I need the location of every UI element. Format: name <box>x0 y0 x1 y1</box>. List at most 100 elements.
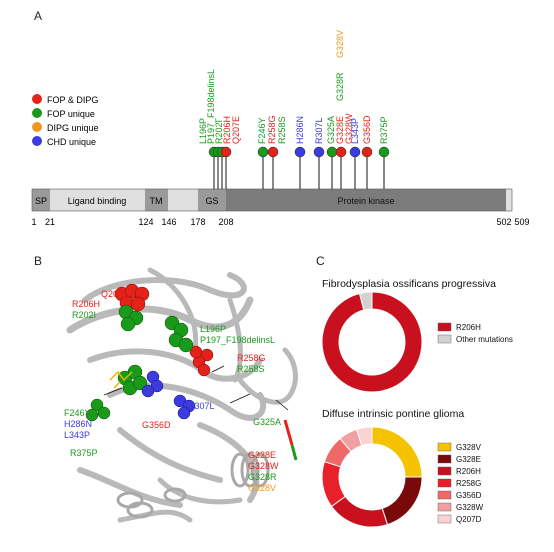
mutation-label: G325A <box>326 116 336 144</box>
mutation-head-r307l <box>313 146 325 158</box>
mutation-head-g356d <box>361 146 373 158</box>
domain-label-sp: SP <box>35 196 47 206</box>
mutation-label: R258S <box>277 116 287 144</box>
legend-label-fop-unique: FOP unique <box>47 109 95 119</box>
domain-label-protein-kinase: Protein kinase <box>337 196 394 206</box>
tick-label: 509 <box>514 217 529 227</box>
legend-swatch-fop-unique <box>32 108 42 118</box>
mutation-head-g328 <box>335 146 347 158</box>
dipg-legend-label: R206H <box>456 467 481 476</box>
structure-label: R258S <box>237 364 265 374</box>
fop-slice-r206h <box>321 291 423 393</box>
dipg-legend-swatch <box>437 466 452 476</box>
mutation-heads <box>208 146 390 158</box>
mutation-label: G328R <box>335 72 345 101</box>
mutation-label: R307L <box>314 117 324 144</box>
structure-label: R375P <box>70 448 98 458</box>
tick-label: 1 <box>31 217 36 227</box>
mutation-lollipops <box>213 152 385 189</box>
mutation-head-h286n <box>294 146 306 158</box>
panel-c-label: C <box>316 254 325 268</box>
mutation-label: H286N <box>295 116 305 144</box>
structure-label: P197_F198delinsL <box>200 335 275 345</box>
mutation-label: G328E <box>335 116 345 144</box>
tick-label: 146 <box>161 217 176 227</box>
mutation-label: G328V <box>335 30 345 58</box>
domain-protein-kinase <box>226 189 506 211</box>
mutation-label: R206H <box>222 116 232 144</box>
dipg-legend-swatch <box>437 502 452 512</box>
domain-gs <box>198 189 226 211</box>
legend: FOP & DIPG FOP unique DIPG unique CHD un… <box>32 94 99 147</box>
structure-label: L196P <box>200 324 226 334</box>
structure-label: L343P <box>64 430 90 440</box>
domain-c-term <box>506 189 512 211</box>
fop-donut-chart <box>321 291 423 393</box>
domain-ligand-binding <box>50 189 145 211</box>
fop-slice-other-mutations <box>358 291 373 311</box>
fop-legend-swatch <box>437 334 452 344</box>
tick-label: 124 <box>138 217 153 227</box>
dipg-legend-swatch <box>437 490 452 500</box>
structure-label: G356D <box>142 420 171 430</box>
position-ticks: 1 21 124 146 178 208 502 509 <box>31 217 529 227</box>
structure-label: R307L <box>188 401 215 411</box>
dipg-slice-r206h <box>330 495 389 528</box>
structure-label: F246Y <box>64 408 91 418</box>
mutation-head-r258g <box>267 146 279 158</box>
fop-legend-swatch <box>437 322 452 332</box>
tick-label: 178 <box>190 217 205 227</box>
dipg-slice-g328e <box>381 476 423 526</box>
structure-label: G325A <box>253 417 281 427</box>
mutation-label: G328W <box>344 113 354 144</box>
mutation-head-r375p <box>378 146 390 158</box>
mutation-head-f246y <box>257 146 269 158</box>
domain-label-tm: TM <box>150 196 163 206</box>
structure-label: R258G <box>237 353 266 363</box>
mutation-labels: L196P P197_F198delinsL R202I R206H Q207E… <box>198 30 389 144</box>
structure-label: H286N <box>64 419 92 429</box>
dipg-legend-label: Q207D <box>456 515 482 524</box>
legend-swatch-dipg-unique <box>32 122 42 132</box>
mutation-head-g325a <box>326 146 338 158</box>
legend-swatch-chd-unique <box>32 136 42 146</box>
legend-label-fop-dipg: FOP & DIPG <box>47 95 98 105</box>
dipg-slice-q207d <box>355 426 373 447</box>
dipg-legend-label: G356D <box>456 491 482 500</box>
mutation-label: Q207E <box>231 116 241 144</box>
mutation-label: G356D <box>362 115 372 144</box>
domain-bar-outline <box>31 188 513 212</box>
mutation-label: F246Y <box>257 117 267 144</box>
domain-linker <box>168 189 198 211</box>
structure-label: G328V <box>248 483 276 493</box>
fop-legend-label: R206H <box>456 323 481 332</box>
mutation-label: R202I <box>214 120 224 144</box>
dipg-legend-swatch <box>437 478 452 488</box>
domain-sp <box>32 189 50 211</box>
fop-chart-title: Fibrodysplasia ossificans progressiva <box>322 278 496 290</box>
fop-legend-label: Other mutations <box>456 335 513 344</box>
tick-label: 21 <box>45 217 55 227</box>
dipg-legend-label: R258G <box>456 479 481 488</box>
tick-label: 502 <box>496 217 511 227</box>
protein-domain-bar: SP Ligand binding TM GS Protein kinase <box>31 188 513 212</box>
mutation-label: L343P <box>350 118 360 144</box>
dipg-legend-swatch <box>437 442 452 452</box>
dipg-legend-label: G328V <box>456 443 482 452</box>
panel-a-label: A <box>34 9 42 23</box>
tick-label: 208 <box>218 217 233 227</box>
domain-label-ligand-binding: Ligand binding <box>68 196 127 206</box>
dipg-donut-chart <box>321 426 423 528</box>
structure-label: G328W <box>248 461 279 471</box>
domain-label-gs: GS <box>205 196 218 206</box>
dipg-legend-label: G328E <box>456 455 481 464</box>
dipg-chart-title: Diffuse intrinsic pontine glioma <box>322 408 464 420</box>
structure-label: G328E <box>248 450 276 460</box>
mutation-label: R258G <box>267 115 277 144</box>
mutation-label: P197_F198delinsL <box>206 69 216 144</box>
domain-tm <box>145 189 168 211</box>
structure-label: R206H <box>72 299 100 309</box>
structure-label: R202I <box>72 310 96 320</box>
dipg-legend-swatch <box>437 454 452 464</box>
